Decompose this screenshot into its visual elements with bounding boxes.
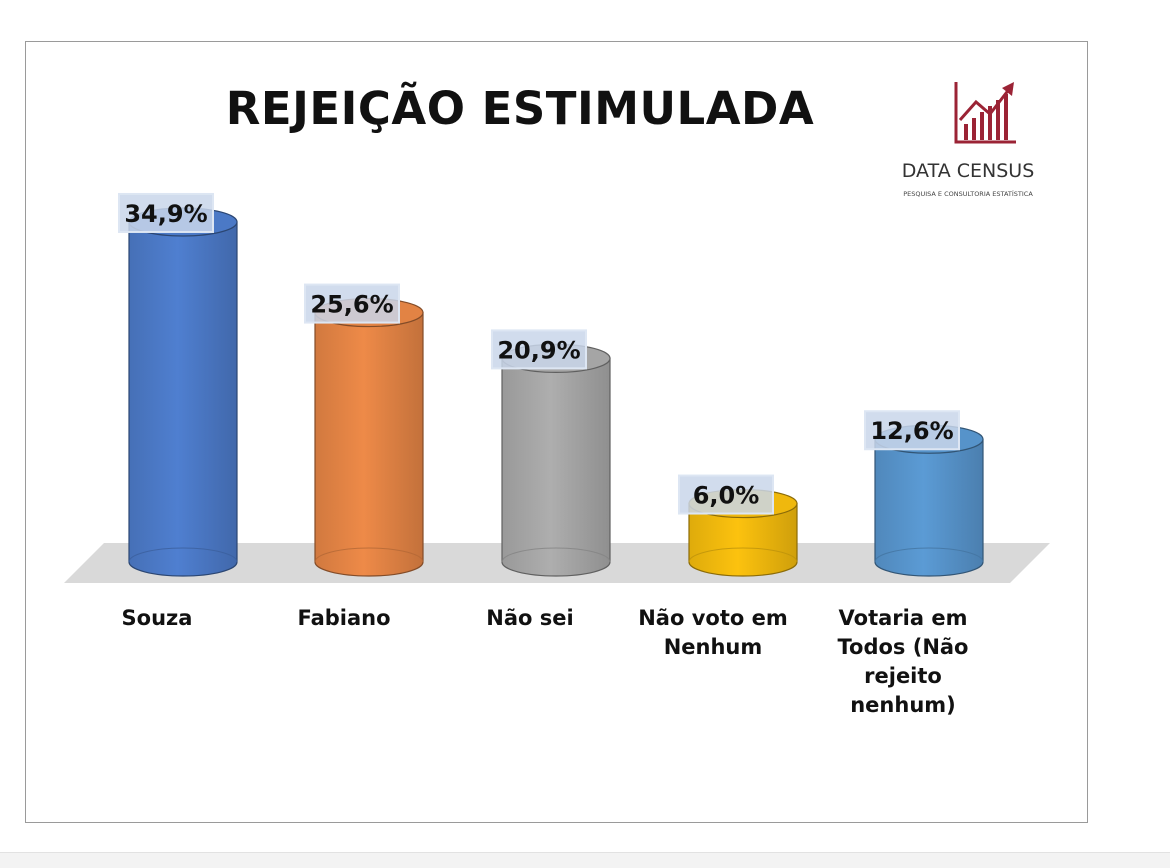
bar-1: [128, 207, 238, 577]
category-label-line: Souza: [121, 606, 193, 630]
chart-title: REJEIÇÃO ESTIMULADA: [225, 82, 815, 135]
category-label-line: Nenhum: [663, 635, 763, 659]
value-label-text: 20,9%: [497, 336, 580, 364]
category-label-line: Votaria em: [838, 606, 968, 630]
value-label-text: 6,0%: [693, 482, 760, 510]
bar-body: [874, 438, 984, 577]
value-label-box: [491, 329, 587, 370]
value-label-text: 12,6%: [870, 417, 953, 445]
value-label-box: [864, 410, 960, 451]
category-label-line: Todos (Não: [837, 635, 969, 659]
value-label-4: 6,0%: [678, 474, 774, 515]
category-label-4: Não voto em Nenhum: [623, 604, 803, 662]
category-label-line: Não voto em: [638, 606, 788, 630]
value-label-box: [118, 192, 214, 233]
category-label-5: Votaria em Todos (Não rejeito nenhum): [813, 604, 993, 720]
bar-2: [314, 297, 424, 577]
bar-3: [501, 343, 611, 577]
value-label-5: 12,6%: [864, 410, 960, 451]
category-label-line: rejeito: [864, 664, 942, 688]
value-label-1: 34,9%: [118, 192, 214, 233]
bar-body: [128, 221, 238, 577]
bar-base-rim: [314, 547, 424, 563]
logo-name: DATA CENSUS: [901, 160, 1035, 182]
bar-base-rim: [501, 547, 611, 563]
category-label-1: Souza: [67, 604, 247, 633]
logo-tagline: PESQUISA E CONSULTORIA ESTATÍSTICA: [903, 190, 1033, 198]
value-label-text: 25,6%: [310, 291, 393, 319]
data-census-logo: DATA CENSUS PESQUISA E CONSULTORIA ESTAT…: [888, 80, 1068, 210]
value-label-2: 25,6%: [304, 283, 400, 324]
value-label-box: [304, 283, 400, 324]
bottom-strip: [0, 852, 1170, 868]
category-label-line: Não sei: [486, 606, 574, 630]
bar-base-rim: [128, 547, 238, 563]
bar-base-rim: [688, 547, 798, 563]
bar-body: [688, 502, 798, 577]
value-label-box: [678, 474, 774, 515]
value-label-3: 20,9%: [491, 329, 587, 370]
bar-chart-arrow-icon: [954, 82, 1016, 144]
bar-base-rim: [874, 547, 984, 563]
value-label-text: 34,9%: [124, 200, 207, 228]
category-label-2: Fabiano: [254, 604, 434, 633]
category-label-line: nenhum): [850, 693, 956, 717]
bar-body: [314, 311, 424, 577]
category-label-3: Não sei: [440, 604, 620, 633]
category-label-line: Fabiano: [297, 606, 391, 630]
bar-body: [501, 357, 611, 577]
